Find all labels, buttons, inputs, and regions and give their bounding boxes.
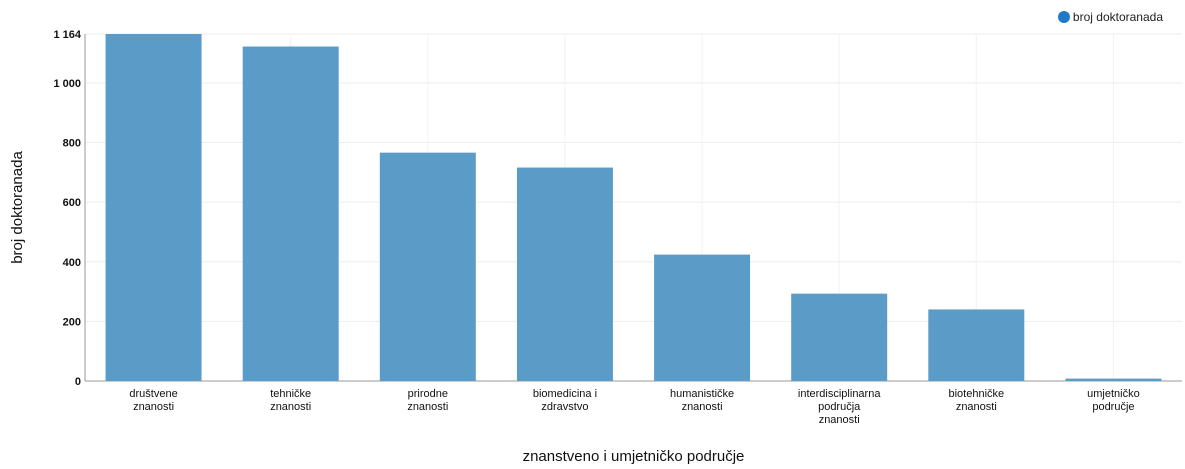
- bar[interactable]: [654, 255, 750, 381]
- bar[interactable]: [791, 294, 887, 381]
- x-tick-label: biotehničke znanosti: [948, 388, 1004, 413]
- x-tick-label: umjetničko područje: [1087, 388, 1140, 413]
- legend-marker-icon: [1058, 11, 1070, 23]
- x-tick-label: humanističke znanosti: [670, 388, 734, 413]
- y-tick-label: 0: [75, 376, 81, 388]
- y-tick-label: 800: [63, 138, 81, 150]
- x-axis-title: znanstveno i umjetničko područje: [523, 448, 745, 464]
- x-tick-label: tehničke znanosti: [270, 388, 311, 413]
- x-tick-label: biomedicina i zdravstvo: [533, 388, 597, 413]
- y-axis-title: broj doktoranada: [9, 151, 26, 264]
- y-tick-label: 400: [63, 257, 81, 269]
- y-tick-label: 1 164: [53, 29, 81, 41]
- x-tick-label: društvene znanosti: [129, 388, 177, 413]
- legend[interactable]: broj doktoranada: [1058, 10, 1163, 24]
- y-tick-label: 600: [63, 197, 81, 209]
- legend-label: broj doktoranada: [1073, 10, 1163, 24]
- bar[interactable]: [928, 309, 1024, 381]
- y-tick-label: 1 000: [53, 78, 81, 90]
- bar[interactable]: [1065, 379, 1161, 381]
- x-tick-label: prirodne znanosti: [407, 388, 448, 413]
- bar[interactable]: [517, 168, 613, 381]
- bar[interactable]: [106, 34, 202, 381]
- x-tick-label: interdisciplinarna područja znanosti: [798, 388, 881, 426]
- bar[interactable]: [243, 47, 339, 381]
- bar[interactable]: [380, 153, 476, 381]
- y-tick-label: 200: [63, 316, 81, 328]
